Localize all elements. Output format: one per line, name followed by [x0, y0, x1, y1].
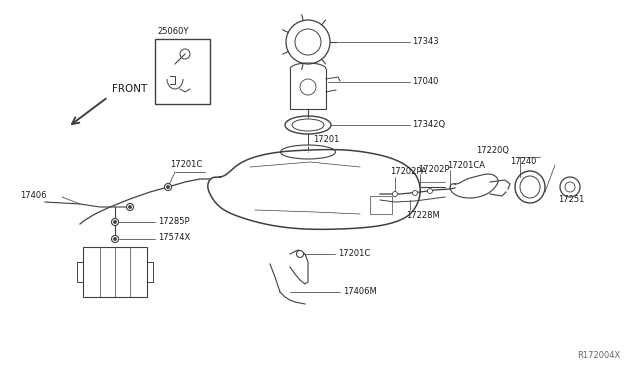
Circle shape	[114, 221, 116, 223]
Circle shape	[296, 250, 303, 257]
Text: 17228M: 17228M	[406, 211, 440, 219]
Text: R172004X: R172004X	[577, 351, 620, 360]
Circle shape	[167, 186, 169, 188]
Text: 17251: 17251	[558, 196, 584, 205]
Text: 17574X: 17574X	[158, 234, 190, 243]
Text: FRONT: FRONT	[112, 84, 147, 94]
Text: 17202P: 17202P	[418, 164, 449, 173]
Text: 17240: 17240	[510, 157, 536, 167]
Text: 17201CA: 17201CA	[447, 160, 485, 170]
Text: 17343: 17343	[412, 36, 438, 45]
Text: 17201: 17201	[313, 135, 339, 144]
Circle shape	[413, 190, 417, 196]
Text: 17040: 17040	[412, 77, 438, 86]
Circle shape	[428, 189, 433, 193]
Circle shape	[111, 235, 118, 243]
Text: 17201C: 17201C	[338, 248, 371, 257]
Circle shape	[114, 238, 116, 240]
Text: 17285P: 17285P	[158, 217, 189, 225]
Text: 17406M: 17406M	[343, 288, 377, 296]
Circle shape	[127, 203, 134, 211]
Text: 17201C: 17201C	[170, 160, 202, 169]
Text: 17406: 17406	[20, 192, 47, 201]
Text: 25060Y: 25060Y	[157, 27, 188, 36]
Circle shape	[111, 218, 118, 225]
Circle shape	[129, 206, 131, 208]
Circle shape	[164, 183, 172, 190]
Circle shape	[392, 192, 397, 196]
Text: 17202PA: 17202PA	[390, 167, 427, 176]
Text: 17342Q: 17342Q	[412, 119, 445, 128]
Text: 17220Q: 17220Q	[476, 145, 509, 154]
